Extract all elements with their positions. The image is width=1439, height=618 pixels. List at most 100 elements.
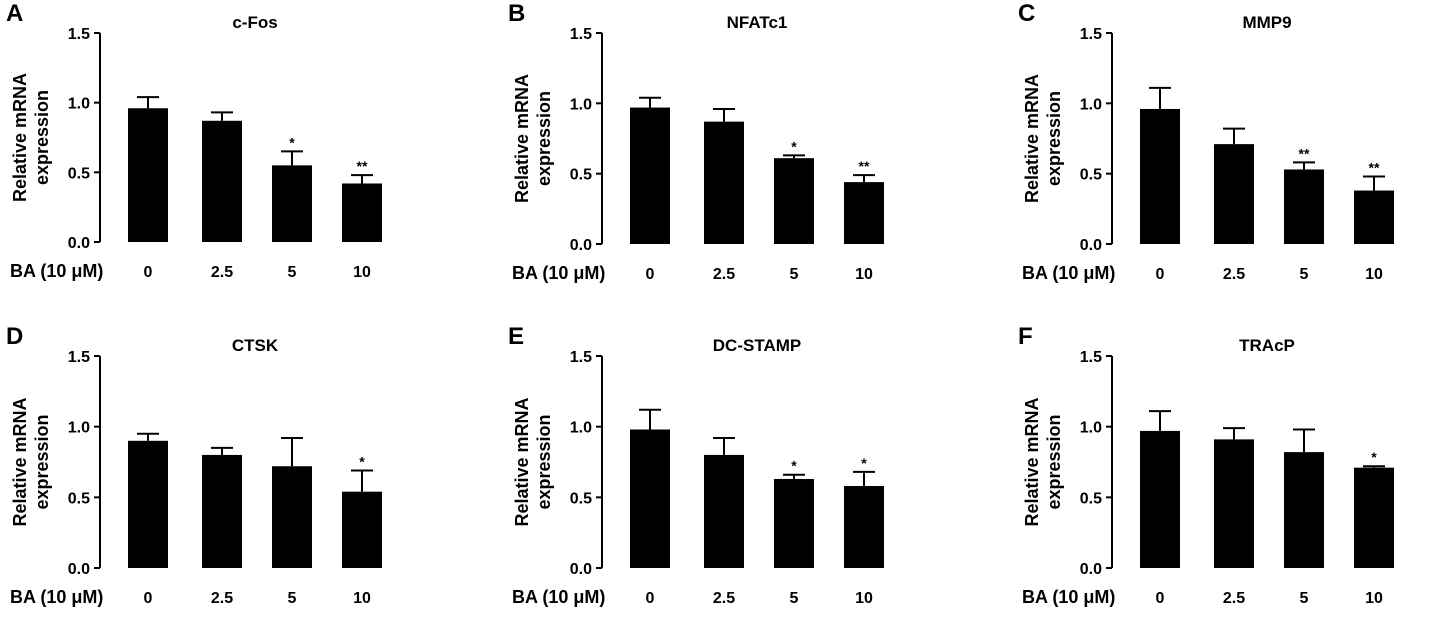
panel-letter: D — [6, 323, 23, 350]
y-tick-label: 1.0 — [1080, 96, 1102, 113]
y-tick-label: 1.5 — [1080, 26, 1102, 43]
bar — [704, 121, 744, 244]
bar — [1140, 430, 1180, 568]
significance-marker: ** — [1299, 145, 1310, 161]
y-tick-label: 0.5 — [68, 165, 90, 182]
x-tick-label: 10 — [1365, 590, 1383, 607]
bar — [272, 165, 312, 242]
y-axis-label: Relative mRNA expression — [1022, 397, 1064, 526]
x-axis-label: BA (10 μM) — [512, 263, 605, 283]
chart-title: c-Fos — [232, 13, 277, 32]
chart-panel-b: B NFATc1 Relative mRNA expression 0.0 0.5 1.0 1… — [508, 0, 884, 283]
significance-marker: * — [791, 138, 797, 154]
bar — [774, 478, 814, 568]
bar — [774, 158, 814, 244]
y-tick-label: 1.0 — [68, 96, 90, 113]
y-tick-label: 1.5 — [68, 26, 90, 43]
chart-title: CTSK — [232, 336, 279, 355]
significance-marker: ** — [859, 158, 870, 174]
x-axis-label: BA (10 μM) — [10, 587, 103, 607]
y-tick-label: 0.5 — [1080, 167, 1102, 184]
bar — [128, 440, 168, 568]
x-tick-label: 2.5 — [1223, 266, 1245, 283]
bar — [1284, 452, 1324, 568]
y-tick-label: 0.0 — [570, 561, 592, 578]
y-tick-label: 0.5 — [570, 167, 592, 184]
x-tick-label: 5 — [1300, 266, 1309, 283]
x-tick-label: 5 — [790, 590, 799, 607]
x-tick-label: 2.5 — [1223, 590, 1245, 607]
bar — [202, 454, 242, 568]
x-tick-label: 10 — [353, 590, 371, 607]
x-tick-label: 5 — [288, 264, 297, 281]
y-tick-label: 0.0 — [68, 235, 90, 252]
significance-marker: * — [791, 458, 797, 474]
significance-marker: * — [289, 134, 295, 150]
chart-panel-e: E DC-STAMP Relative mRNA expression 0.0 0.5 1.… — [508, 323, 884, 607]
y-tick-label: 0.0 — [1080, 237, 1102, 254]
bar — [1140, 108, 1180, 245]
x-tick-label: 10 — [855, 266, 873, 283]
x-tick-label: 2.5 — [211, 264, 233, 281]
x-tick-label: 10 — [855, 590, 873, 607]
y-axis-label: Relative mRNA expression — [10, 397, 52, 526]
panel-letter: B — [508, 0, 525, 27]
bar — [1284, 169, 1324, 244]
y-axis-label-line: Relative mRNA — [1022, 397, 1042, 526]
x-tick-label: 10 — [1365, 266, 1383, 283]
y-tick-label: 1.0 — [570, 96, 592, 113]
bar — [1354, 190, 1394, 244]
y-tick-label: 1.0 — [68, 420, 90, 437]
x-axis-label: BA (10 μM) — [1022, 263, 1115, 283]
bar — [630, 107, 670, 244]
chart-title: DC-STAMP — [713, 336, 801, 355]
x-tick-label: 0 — [144, 264, 153, 281]
chart-panel-f: F TRAcP Relative mRNA expression 0.0 0.5 1.0 1.… — [1018, 323, 1394, 607]
bar — [844, 486, 884, 568]
y-axis-label-line: Relative mRNA — [10, 397, 30, 526]
y-axis-label-line: Relative mRNA — [512, 397, 532, 526]
chart-title: TRAcP — [1239, 336, 1295, 355]
chart-title: MMP9 — [1242, 13, 1291, 32]
bar — [128, 108, 168, 243]
y-tick-label: 1.5 — [570, 26, 592, 43]
x-tick-label: 2.5 — [713, 590, 735, 607]
y-tick-label: 1.5 — [1080, 349, 1102, 366]
y-axis-label-line: expression — [1044, 91, 1064, 186]
bar — [844, 182, 884, 244]
y-tick-label: 0.0 — [68, 561, 90, 578]
x-tick-label: 0 — [646, 590, 655, 607]
bar — [342, 183, 382, 242]
significance-marker: ** — [357, 158, 368, 174]
y-tick-label: 0.5 — [1080, 490, 1102, 507]
x-axis-label: BA (10 μM) — [1022, 587, 1115, 607]
y-axis-label: Relative mRNA expression — [512, 74, 554, 203]
x-tick-label: 0 — [1156, 266, 1165, 283]
x-tick-label: 0 — [646, 266, 655, 283]
panel-letter: C — [1018, 0, 1035, 27]
y-tick-label: 0.5 — [68, 490, 90, 507]
panel-letter: E — [508, 323, 524, 350]
y-tick-label: 1.5 — [570, 349, 592, 366]
y-axis-label-line: Relative mRNA — [10, 73, 30, 202]
y-tick-label: 0.0 — [1080, 561, 1102, 578]
y-tick-label: 1.5 — [68, 349, 90, 366]
bar — [1354, 467, 1394, 568]
bar — [1214, 439, 1254, 568]
y-axis-label-line: Relative mRNA — [1022, 74, 1042, 203]
x-tick-label: 5 — [288, 590, 297, 607]
y-axis-label: Relative mRNA expression — [512, 397, 554, 526]
y-axis-label-line: expression — [534, 414, 554, 509]
y-axis-label-line: expression — [32, 90, 52, 185]
x-axis-label: BA (10 μM) — [10, 261, 103, 281]
chart-panel-d: D CTSK Relative mRNA expression 0.0 0.5 1.0 1.5… — [6, 323, 382, 607]
x-tick-label: 2.5 — [211, 590, 233, 607]
y-axis-label-line: Relative mRNA — [512, 74, 532, 203]
significance-marker: ** — [1369, 159, 1380, 175]
y-axis-label-line: expression — [534, 91, 554, 186]
y-tick-label: 0.0 — [570, 237, 592, 254]
y-tick-label: 1.0 — [570, 420, 592, 437]
y-tick-label: 0.5 — [570, 490, 592, 507]
